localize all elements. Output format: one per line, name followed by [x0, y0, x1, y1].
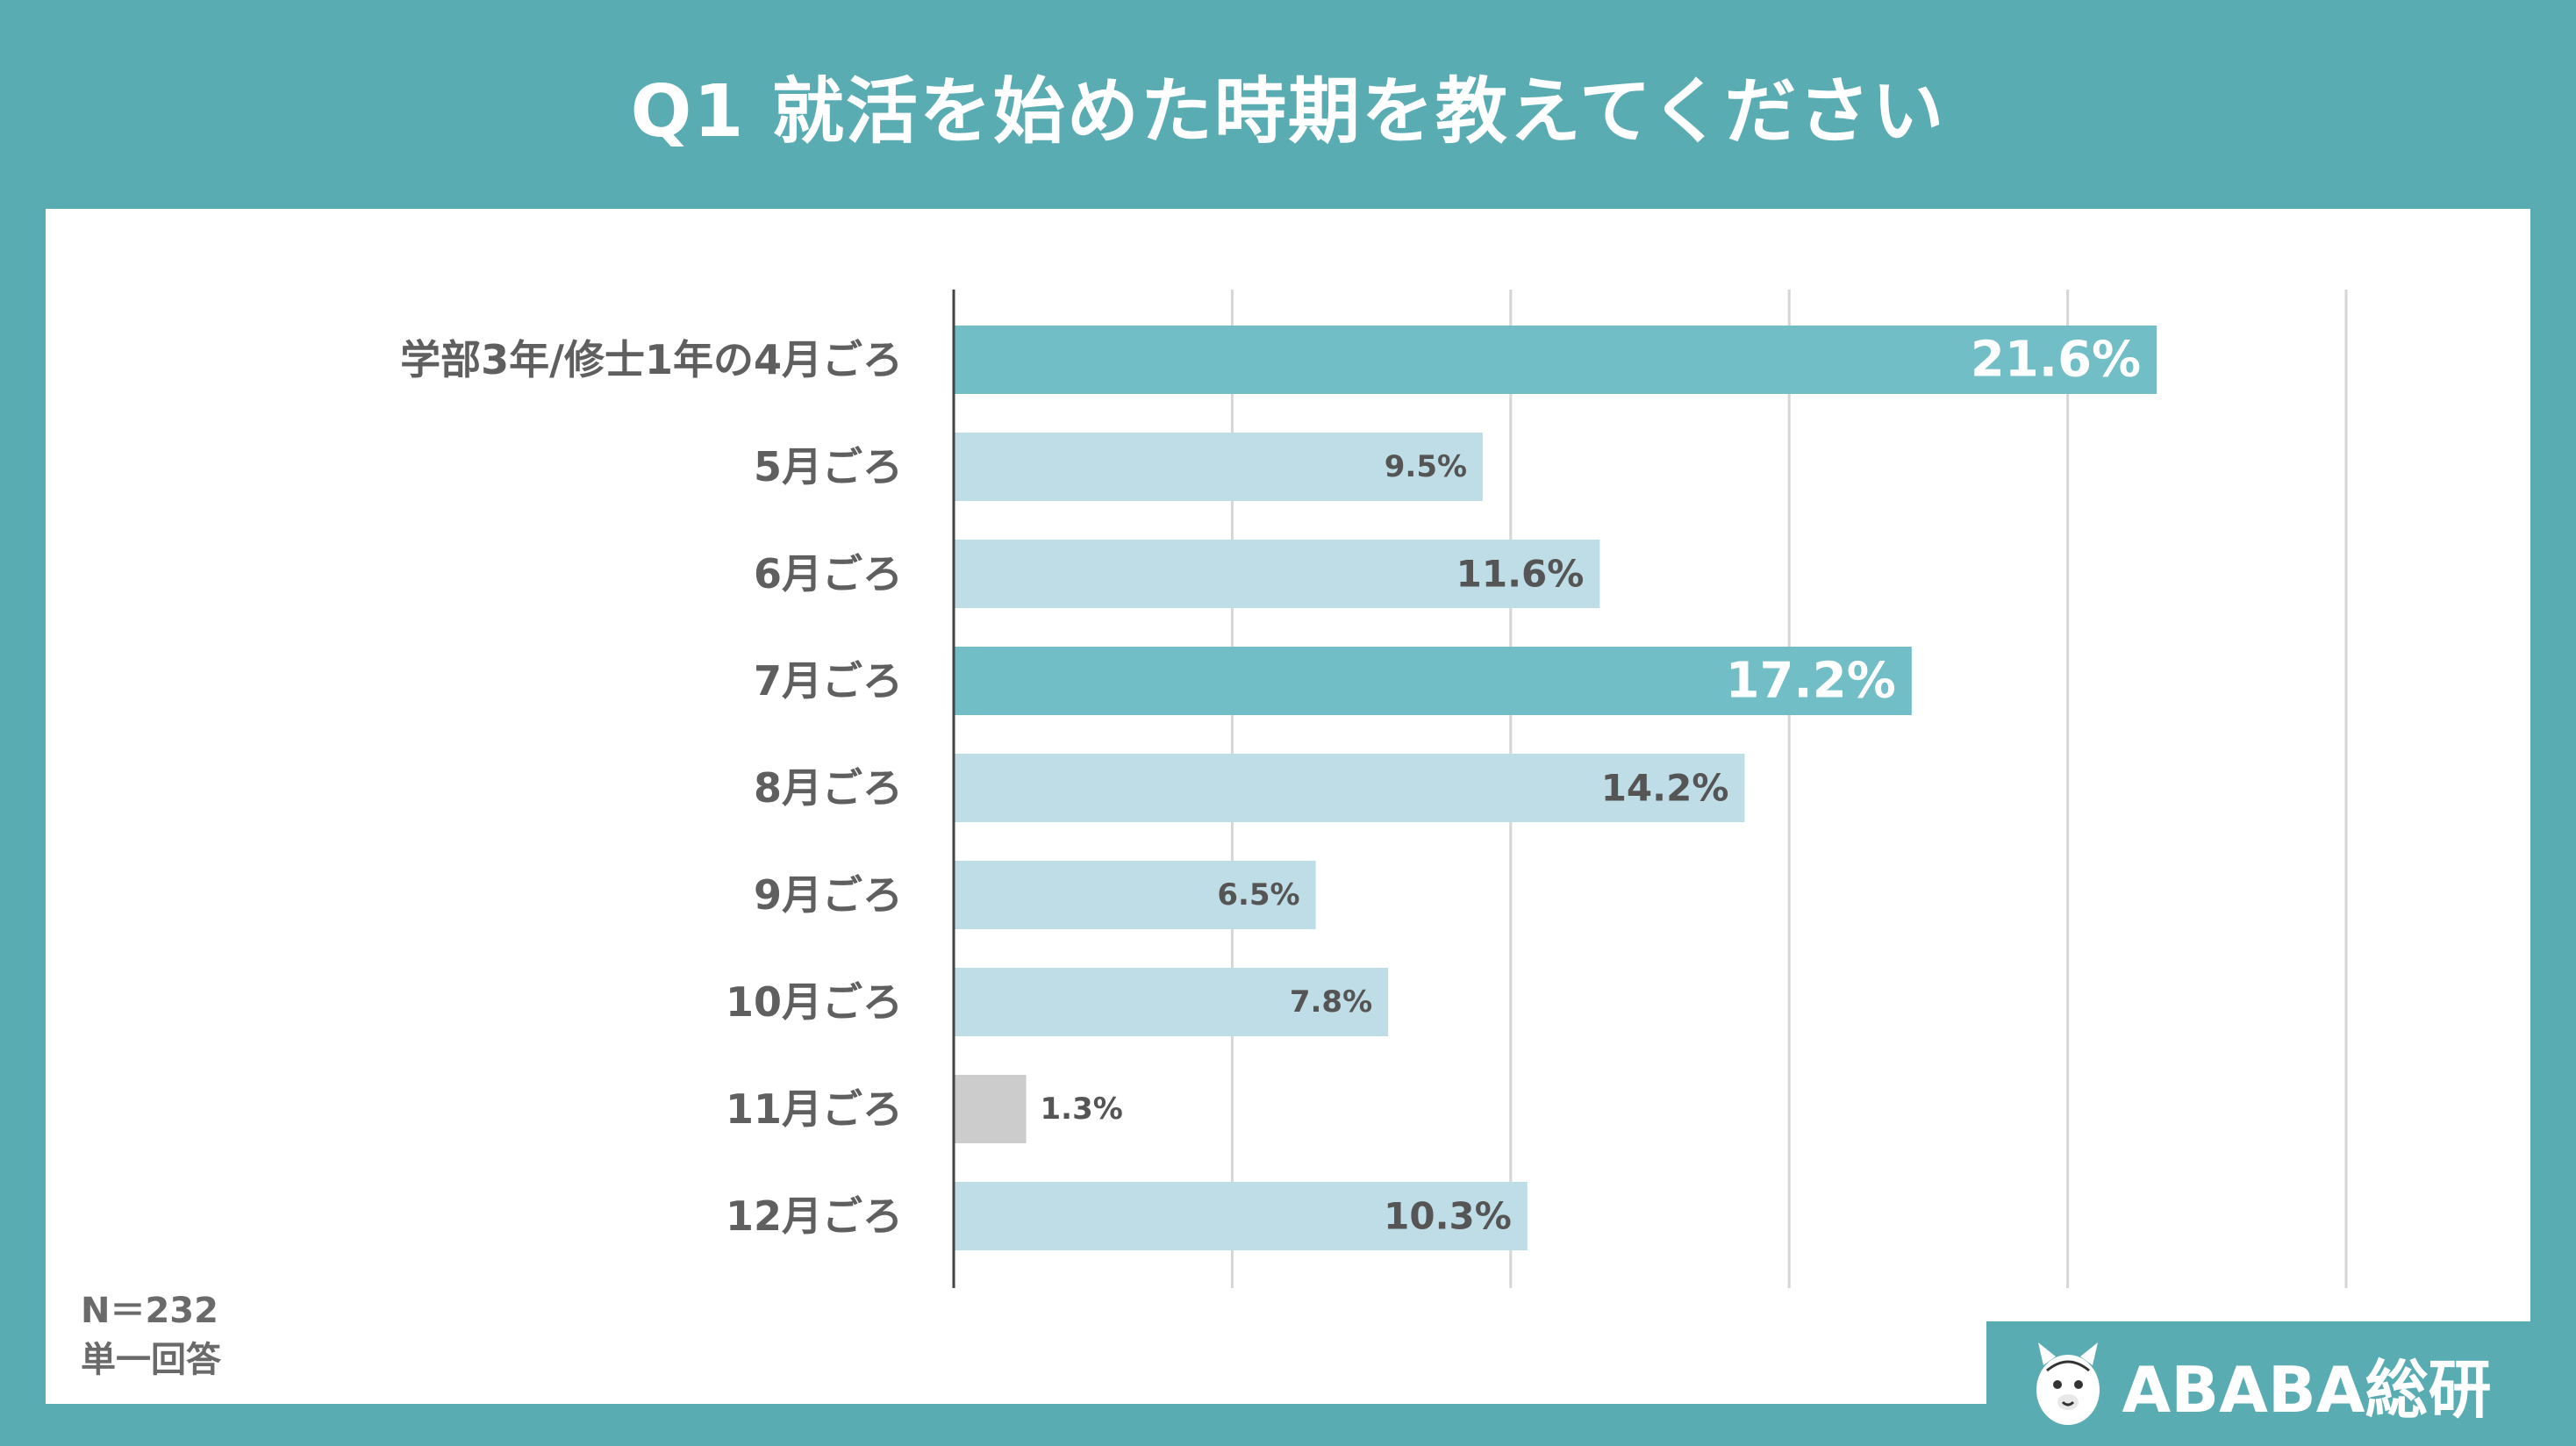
bar: [954, 754, 1745, 822]
gridlines: [1230, 290, 2348, 1288]
value-label: 17.2%: [1726, 653, 1896, 710]
category-labels: 学部3年/修士1年の4月ごろ 5月ごろ 6月ごろ 7月ごろ 8月ごろ 9月ごろ 10月ごろ 1…: [400, 336, 903, 1240]
answer-type-note: 単一回答: [81, 1340, 221, 1380]
bar-chart: 学部3年/修士1年の4月ごろ 5月ごろ 6月ごろ 7月ごろ 8月ごろ 9月ごろ 10月ごろ 1…: [400, 290, 2348, 1288]
brand-badge: ABABA総研: [1986, 1321, 2530, 1446]
category-label: 11月ごろ: [726, 1085, 903, 1133]
chart-title: Q1 就活を始めた時期を教えてください: [630, 69, 1946, 154]
chart-panel: 学部3年/修士1年の4月ごろ 5月ごろ 6月ごろ 7月ごろ 8月ごろ 9月ごろ 10月ごろ 1…: [46, 209, 2530, 1404]
category-label: 12月ごろ: [726, 1192, 903, 1240]
sample-size-note: N＝232: [81, 1291, 218, 1331]
value-labels: 21.6% 9.5% 11.6% 17.2% 14.2% 6.5% 7.8% 1.3% 10.3…: [1041, 332, 2142, 1238]
bar: [954, 326, 2157, 394]
value-label: 11.6%: [1456, 553, 1585, 596]
bar: [954, 433, 1484, 501]
category-label: 5月ごろ: [754, 443, 903, 490]
category-label: 学部3年/修士1年の4月ごろ: [400, 336, 903, 383]
category-label: 10月ごろ: [726, 978, 903, 1026]
value-label: 1.3%: [1041, 1092, 1123, 1127]
bar: [954, 861, 1316, 929]
brand-name: ABABA総研: [2122, 1352, 2492, 1427]
bar: [954, 1075, 1027, 1143]
alpaca-icon: [2036, 1342, 2100, 1425]
category-label: 6月ごろ: [754, 550, 903, 598]
value-label: 21.6%: [1971, 332, 2141, 389]
category-label: 7月ごろ: [754, 657, 903, 705]
bar: [954, 968, 1389, 1036]
value-label: 9.5%: [1385, 449, 1467, 484]
value-label: 7.8%: [1290, 984, 1372, 1020]
value-label: 14.2%: [1601, 767, 1729, 810]
value-label: 6.5%: [1217, 877, 1299, 913]
bar: [954, 647, 1912, 715]
bar: [954, 1182, 1528, 1250]
value-label: 10.3%: [1384, 1195, 1512, 1238]
bars: [954, 326, 2157, 1250]
category-label: 9月ごろ: [754, 871, 903, 919]
category-label: 8月ごろ: [754, 764, 903, 812]
bar: [954, 540, 1600, 608]
